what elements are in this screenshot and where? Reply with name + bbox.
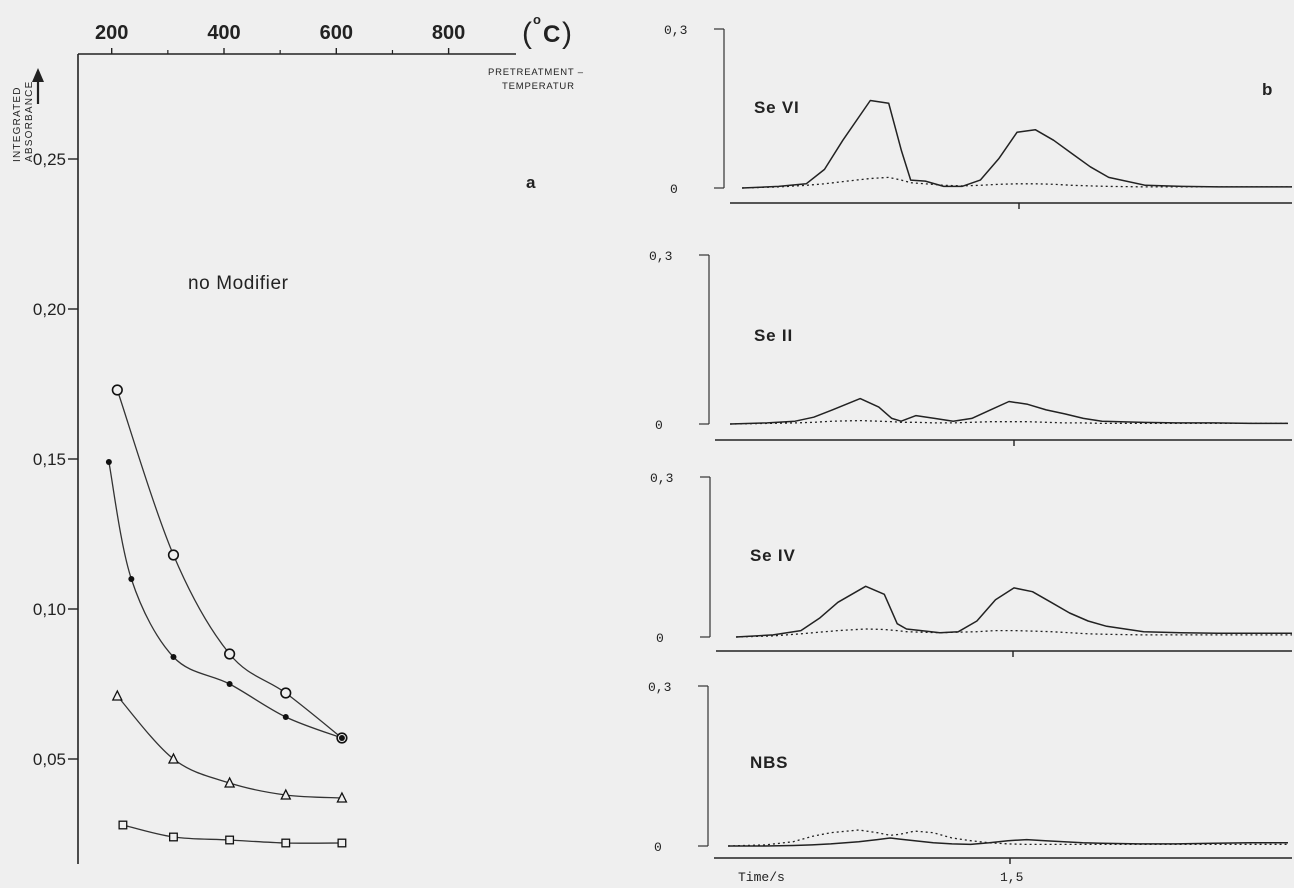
panel-b-y-tick-label: 0 [656, 631, 664, 646]
panel-b-trace-title: Se IV [750, 546, 796, 565]
panel-a-x-tick-label: 200 [95, 22, 128, 44]
panel-b-trace-title: NBS [750, 753, 788, 772]
panel-b-trace-title: Se VI [754, 98, 800, 117]
panel-a-marker-triangle [336, 791, 348, 803]
panel-b-y-tick-label: 0 [654, 840, 662, 855]
panel-a-y-ticks: 0,05 0,10 0,15 0,20 0,25 [33, 150, 78, 769]
panel-a-marker-square [225, 835, 235, 845]
panel-a-marker-dot [282, 714, 289, 720]
panel-b-trace-dotted [741, 176, 1292, 189]
panel-a-x-ticks: 200 400 600 800 [95, 22, 465, 54]
panel-a-marker-dot [128, 576, 135, 582]
panel-b-label: b [1262, 80, 1272, 99]
panel-a-y-tick-label: 0,15 [33, 450, 66, 469]
panel-a-marker-triangle [167, 752, 180, 764]
panel-b-y-tick-label: 0 [655, 418, 663, 433]
panel-a-marker-dot [226, 681, 233, 687]
panel-b-x-tick-label: 1,5 [1000, 870, 1023, 885]
panel-a-x-tick-label: 400 [207, 22, 240, 44]
panel-a-y-tick-label: 0,10 [33, 600, 66, 619]
panel-a-marker-dot [338, 735, 345, 741]
panel-b-y-tick-label: 0,3 [650, 471, 673, 486]
panel-b-y-tick-label: 0,3 [649, 249, 672, 264]
panel-a-fit-curves [108, 389, 343, 844]
panel-a-unit-letter: C [543, 21, 560, 48]
panel-b-trace-dotted [735, 628, 1292, 638]
panel-a-marker-square [337, 838, 347, 848]
panel-a-marker-triangle [280, 788, 292, 800]
panel-a-y-axis-arrow-icon [32, 68, 44, 104]
panel-a-marker-circle [224, 648, 236, 660]
panel-a-unit-degree: o [533, 12, 541, 27]
panel-b-trace-solid [735, 585, 1292, 638]
panel-b-subpanel-se-iv: 0 0,3 Se IV [650, 471, 1292, 657]
panel-a-annotation: no Modifier [188, 273, 289, 294]
panel-a-y-axis-title-line1: INTEGRATED [12, 86, 23, 162]
panel-a-y-tick-label: 0,20 [33, 300, 66, 319]
panel-a-markers [105, 384, 348, 848]
panel-a-y-tick-label: 0,05 [33, 750, 66, 769]
panel-a-label: a [526, 173, 536, 192]
panel-b-subpanel-se-ii: 0 0,3 Se II [649, 249, 1292, 446]
panel-a-fit-curve-circle [116, 389, 343, 739]
panel-a-marker-dot [105, 459, 112, 465]
panel-a-unit-open-paren: ( [522, 17, 532, 50]
panel-a-marker-triangle [224, 776, 236, 788]
panel-a-marker-dot [170, 654, 177, 660]
panel-b-trace-dotted [729, 419, 1288, 425]
panel-a-fit-curve-dot [108, 461, 343, 739]
panel-a-marker-circle [280, 687, 292, 699]
panel-b-trace-dotted [727, 829, 1288, 847]
panel-b-y-tick-label: 0 [670, 182, 678, 197]
panel-a-marker-circle [111, 384, 123, 396]
panel-b-y-tick-label: 0,3 [648, 680, 671, 695]
panel-a-y-axis-title-line2: ABSORBANCE [24, 81, 35, 162]
panel-a-y-tick-label: 0,25 [33, 150, 66, 169]
panel-b-subpanel-nbs: 0 0,3 NBS [648, 680, 1292, 864]
panel-b-subpanels: 0 0,3 Se VI 0 0,3 Se II 0 0,3 Se IV 0 0,3 NBS [648, 23, 1292, 864]
panel-a-unit-close-paren: ) [562, 17, 572, 50]
panel-a-x-tick-label: 600 [320, 22, 353, 44]
panel-a-marker-square [281, 838, 291, 848]
panel-a-scatter-chart: 0,05 0,10 0,15 0,20 0,25 200 400 600 800 INTEGR… [12, 12, 584, 864]
panel-b-x-axis-label: Time/s [738, 870, 785, 885]
panel-a-x-axis-title-line1: PRETREATMENT – [488, 67, 584, 78]
panel-a-marker-triangle [111, 689, 123, 701]
panel-b-trace-title: Se II [754, 326, 793, 345]
panel-a-x-tick-label: 800 [432, 22, 465, 44]
panel-b-subpanel-se-vi: 0 0,3 Se VI [664, 23, 1292, 209]
panel-a-x-axis-title-line2: TEMPERATUR [502, 81, 575, 92]
panel-a-marker-square [169, 832, 178, 842]
panel-a-marker-square [118, 820, 128, 830]
panel-b-trace-solid [729, 397, 1288, 425]
panel-a-marker-circle [167, 549, 180, 561]
panel-b-trace-solid [728, 837, 1288, 847]
panel-b-signal-traces: 0 0,3 Se VI 0 0,3 Se II 0 0,3 Se IV 0 0,3 NBS b Tim… [648, 23, 1292, 885]
panel-b-trace-solid [741, 99, 1292, 189]
panel-b-y-tick-label: 0,3 [664, 23, 687, 38]
